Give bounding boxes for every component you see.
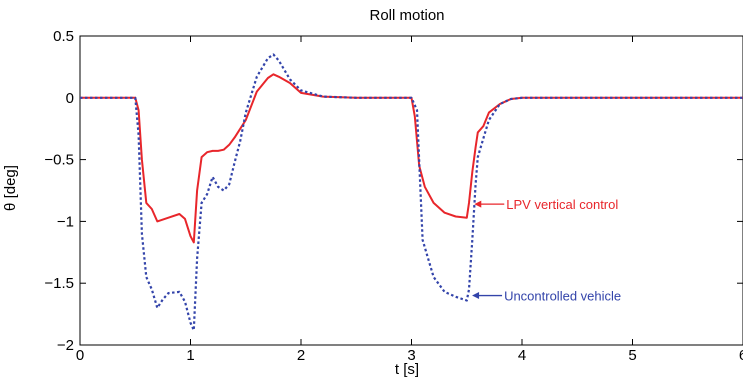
y-tick-label: 0.5 bbox=[53, 28, 74, 45]
y-axis-title: θ [deg] bbox=[2, 165, 19, 211]
series-line-lpv-vertical-control bbox=[80, 73, 743, 244]
y-tick-label: −1 bbox=[57, 213, 74, 230]
annotation-arrow-head bbox=[472, 292, 480, 300]
x-tick-label: 2 bbox=[297, 347, 305, 364]
x-tick-label: 4 bbox=[518, 347, 526, 364]
x-tick-label: 5 bbox=[628, 347, 636, 364]
chart-title: Roll motion bbox=[369, 7, 444, 24]
x-tick-label: 3 bbox=[407, 347, 415, 364]
x-tick-label: 0 bbox=[76, 347, 84, 364]
y-tick-label: −0.5 bbox=[44, 152, 74, 169]
annotation-layer: LPV vertical control Uncontrolled vehicle bbox=[472, 197, 621, 304]
x-axis-ticks: 0 1 2 3 4 5 6 bbox=[76, 36, 743, 364]
y-tick-label: −1.5 bbox=[44, 275, 74, 292]
y-tick-label: 0 bbox=[66, 90, 74, 107]
annotation-arrow-head bbox=[474, 200, 482, 208]
x-tick-label: 1 bbox=[186, 347, 194, 364]
y-axis-ticks: 0.5 0 −0.5 −1 −1.5 −2 bbox=[44, 28, 743, 354]
annotation-label: Uncontrolled vehicle bbox=[504, 289, 621, 304]
series-layer bbox=[80, 53, 743, 332]
y-tick-label: −2 bbox=[57, 337, 74, 354]
x-axis-title: t [s] bbox=[395, 361, 419, 378]
plot-area-frame bbox=[79, 35, 743, 346]
x-tick-label: 6 bbox=[739, 347, 743, 364]
series-line-uncontrolled-vehicle bbox=[80, 53, 743, 332]
annotation-label: LPV vertical control bbox=[506, 197, 618, 212]
